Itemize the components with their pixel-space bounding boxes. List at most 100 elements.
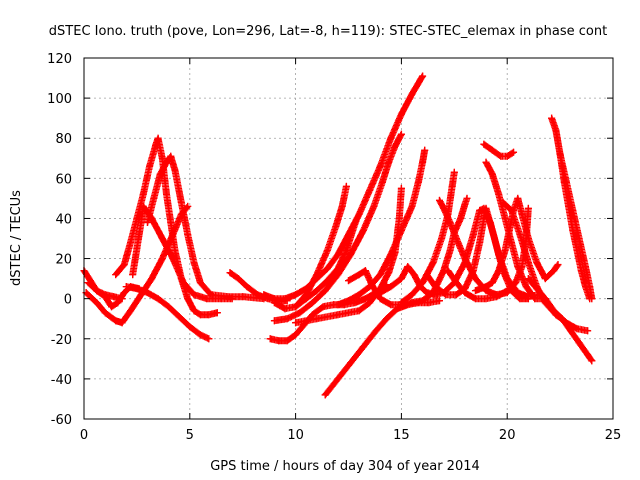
data-point [120,261,128,269]
data-point [234,275,242,283]
data-point [471,275,479,283]
data-point [334,251,342,259]
data-point [186,323,194,331]
x-tick-label: 15 [393,428,410,443]
data-point [376,271,384,279]
data-point [471,295,479,303]
data-point [488,170,496,178]
data-point [342,182,350,190]
data-point [452,291,460,299]
data-point [516,230,524,238]
data-point [118,319,126,327]
data-point [127,283,135,291]
data-point [355,271,363,279]
data-point [313,287,321,295]
data-point [353,214,361,222]
data-point [421,146,429,154]
data-point [207,291,215,299]
data-point [503,152,511,160]
data-point [548,114,556,122]
data-point [391,142,399,150]
data-point [503,287,511,295]
data-point [554,261,562,269]
data-point [129,271,137,279]
data-point [93,287,101,295]
data-point [143,218,151,226]
data-point [114,299,122,307]
data-point [154,134,162,142]
data-point [429,291,437,299]
data-point [110,293,118,301]
data-point [376,295,384,303]
data-point [499,198,507,206]
data-point [158,154,166,162]
data-point [584,327,592,335]
data-point [480,204,488,212]
data-point [461,200,469,208]
data-point [522,283,530,291]
x-tick-label: 0 [80,428,88,443]
data-point [552,126,560,134]
series [143,152,268,303]
data-point [397,184,405,192]
data-point [120,289,128,297]
data-point [550,267,558,275]
data-point [514,194,522,202]
data-point [135,285,143,293]
series [444,267,511,303]
data-point [321,287,329,295]
data-point [355,291,363,299]
data-point [137,218,145,226]
data-point [541,295,549,303]
data-point [446,218,454,226]
data-point [347,251,355,259]
data-point [368,281,376,289]
plot-frame [83,57,614,420]
data-point [163,190,171,198]
data-point [488,146,496,154]
data-point [584,351,592,359]
data-point [355,307,363,315]
data-point [184,295,192,303]
data-point [404,263,412,271]
data-point [514,263,522,271]
data-point [366,299,374,307]
data-point [448,182,456,190]
data-point [457,214,465,222]
data-point [397,226,405,234]
x-axis-label: GPS time / hours of day 304 of year 2014 [210,459,480,474]
data-point [205,311,213,319]
data-point [84,279,92,287]
data-point [108,303,116,311]
data-point [419,158,427,166]
data-point [184,230,192,238]
data-point [112,271,120,279]
data-point [139,190,147,198]
data-point [486,218,494,226]
data-point [408,291,416,299]
y-tick-label: -40 [51,373,72,388]
y-tick-label: 120 [47,52,72,67]
data-point [435,297,443,305]
data-point [476,206,484,214]
data-point [196,331,204,339]
data-point [497,152,505,160]
data-point [588,295,596,303]
data-point [313,315,321,323]
data-point [524,259,532,267]
y-tick-label: -20 [51,333,72,348]
data-point [444,267,452,275]
data-point [385,269,393,277]
data-point [510,148,518,156]
data-point [395,214,403,222]
series [482,158,549,303]
x-tick-label: 5 [186,428,194,443]
data-point [361,295,369,303]
data-point [482,283,490,291]
data-point [196,279,204,287]
data-point [281,295,289,303]
data-point [323,265,331,273]
data-point [139,202,147,210]
data-point [148,275,156,283]
